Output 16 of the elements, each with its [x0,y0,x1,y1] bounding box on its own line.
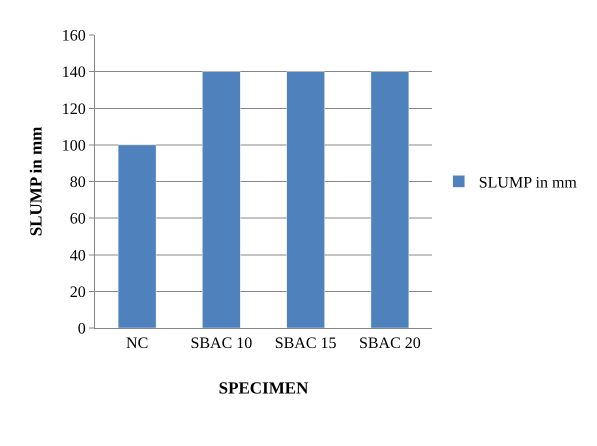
x-tick-label: SBAC 20 [358,335,421,352]
x-tick-label: NC [126,335,148,352]
y-axis-title: SLUMP in mm [26,126,46,236]
y-tick-label: 100 [62,137,86,154]
x-tick-label: SBAC 10 [190,335,252,352]
y-tick-label: 140 [62,64,86,82]
x-axis-title: SPECIMEN [218,378,310,398]
legend-label: SLUMP in mm [478,174,578,192]
y-tick-label: 20 [70,284,86,301]
y-tick-label: 80 [70,174,86,192]
y-tick-label: 60 [70,210,86,228]
y-tick-label: 0 [78,320,86,338]
y-tick-label: 120 [62,100,86,118]
x-tick-label: SBAC 15 [274,335,337,352]
y-tick-label: 40 [70,247,86,264]
y-tick-label: 160 [62,28,86,45]
